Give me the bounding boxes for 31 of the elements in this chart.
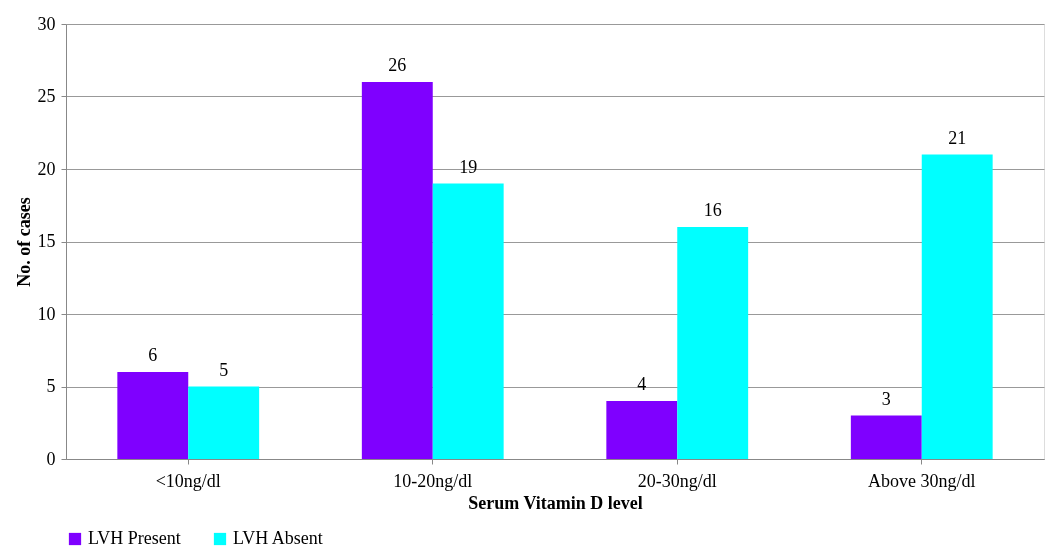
y-tick-label: 20 [37, 158, 56, 179]
legend-label: LVH Present [88, 528, 181, 548]
data-label: 3 [881, 388, 891, 409]
bar [850, 415, 922, 459]
y-tick-label: 0 [46, 448, 56, 469]
data-label: 5 [219, 359, 229, 380]
data-label: 26 [388, 55, 407, 75]
data-label: 6 [148, 345, 158, 365]
bar [606, 401, 678, 459]
data-label: 19 [459, 156, 478, 177]
bar [677, 227, 749, 459]
x-tick-label: Above 30ng/dl [868, 470, 976, 491]
bar [432, 183, 504, 459]
y-tick-label: 10 [37, 303, 56, 324]
bar [188, 386, 260, 459]
data-label: 16 [703, 200, 722, 220]
x-tick-label: <10ng/dl [155, 470, 221, 491]
bar [117, 372, 189, 459]
x-tick-label: 20-30ng/dl [637, 470, 717, 491]
bar [361, 82, 433, 459]
y-tick-label: 25 [37, 86, 56, 106]
data-label: 21 [948, 127, 967, 148]
y-axis-title: No. of cases [13, 197, 34, 287]
y-tick-label: 15 [37, 231, 56, 251]
y-tick-label: 5 [46, 376, 56, 396]
legend-label: LVH Absent [233, 528, 323, 548]
y-tick-label: 30 [37, 13, 56, 34]
bar [921, 154, 993, 459]
x-tick-label: 10-20ng/dl [393, 470, 473, 491]
data-label: 4 [637, 374, 647, 394]
x-axis-title: Serum Vitamin D level [468, 492, 643, 513]
